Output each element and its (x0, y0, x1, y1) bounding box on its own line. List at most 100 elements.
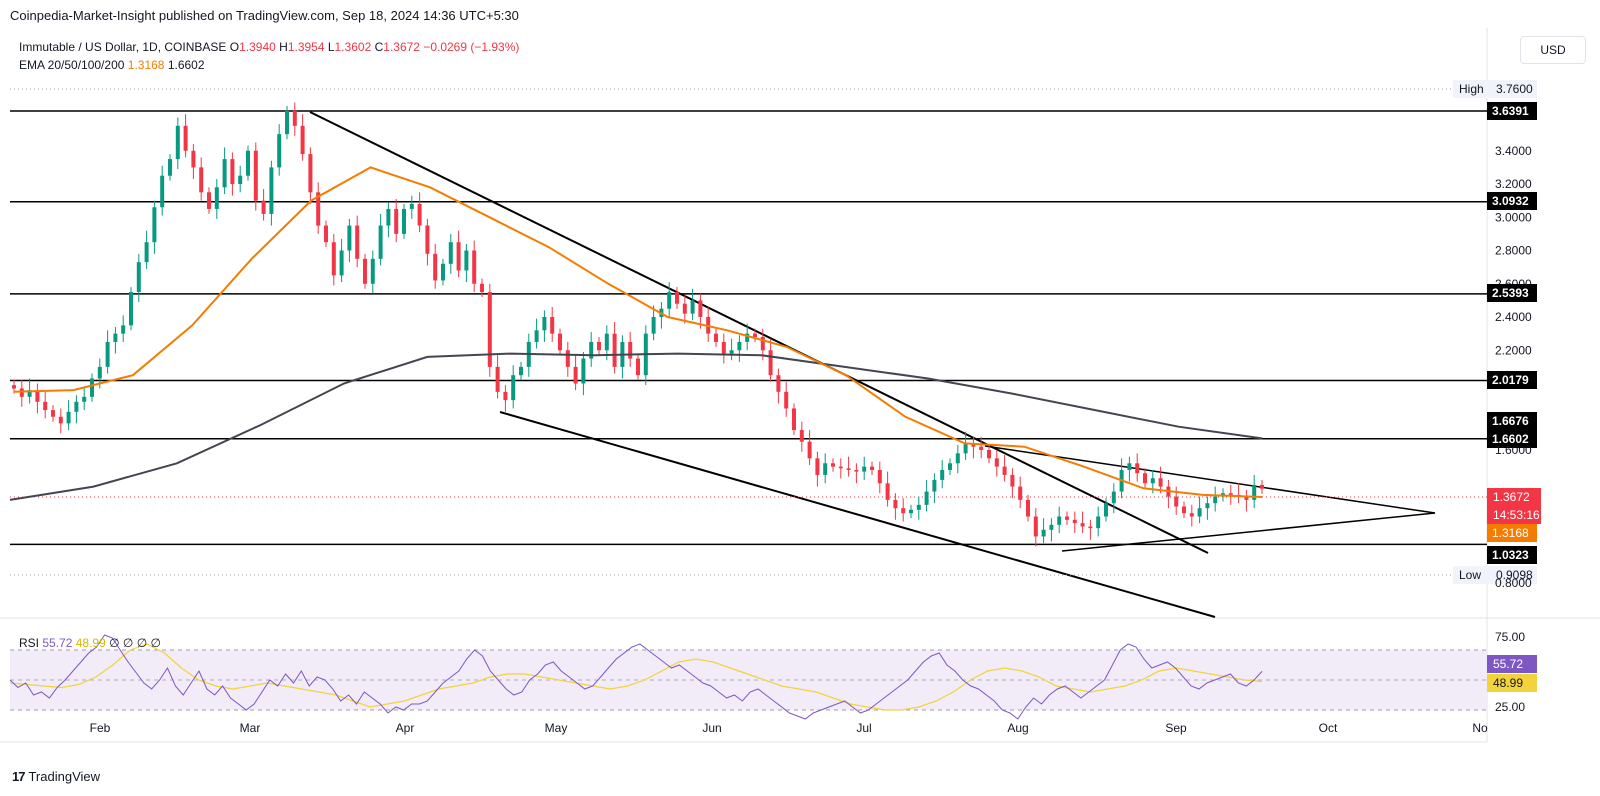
candle (1018, 476, 1023, 509)
candle (394, 198, 399, 243)
candle (940, 459, 945, 489)
candle-body (1018, 486, 1023, 500)
candle-body (246, 150, 250, 176)
candle (932, 473, 937, 504)
candle-body (901, 508, 906, 514)
candle (526, 333, 531, 377)
candle-body (815, 458, 820, 475)
candle-body (628, 341, 633, 359)
candle (1111, 483, 1116, 514)
price-label-11: 2.0179 (1487, 371, 1537, 389)
candle (815, 451, 820, 487)
candle (534, 318, 539, 349)
price-label-19: Low 0.9098 (1453, 566, 1537, 584)
candle (214, 179, 219, 219)
descending-trendline-lower[interactable] (499, 411, 1216, 618)
candle (417, 192, 422, 233)
candle-body (58, 416, 63, 424)
candle-body (760, 336, 765, 351)
candle-body (1150, 478, 1155, 484)
svg-text:2.2000: 2.2000 (1495, 343, 1532, 357)
candle-body (1104, 503, 1108, 517)
candle (261, 188, 266, 221)
svg-text:2.4000: 2.4000 (1495, 310, 1532, 324)
candle (105, 330, 110, 374)
candle (472, 240, 477, 293)
candle-body (792, 408, 796, 431)
candle (487, 283, 492, 377)
currency-button[interactable]: USD (1520, 36, 1586, 64)
candle (1260, 479, 1264, 494)
triangle-upper-line[interactable] (984, 445, 1436, 514)
candle-body (324, 225, 328, 243)
candle-body (799, 430, 804, 442)
candle-body (339, 250, 344, 276)
candle (160, 165, 165, 216)
candle-body (534, 330, 539, 342)
candle-body (1041, 529, 1046, 537)
candle (448, 233, 453, 274)
candle (1119, 458, 1124, 499)
svg-text:3.2000: 3.2000 (1495, 177, 1532, 191)
candle-body (994, 458, 999, 467)
candle (838, 458, 843, 479)
candle (831, 458, 835, 472)
svg-text:1.6602: 1.6602 (1492, 432, 1529, 446)
rsi-extra-3: ∅ (136, 636, 148, 650)
time-tick-feb: Feb (90, 721, 111, 735)
candle (620, 335, 625, 379)
candle-body (129, 292, 133, 326)
candle-body (402, 208, 406, 234)
candle-body (1080, 523, 1085, 527)
descending-trendline-upper[interactable] (309, 111, 1209, 554)
ema-label[interactable]: EMA 20/50/100/200 (19, 58, 125, 72)
candle (737, 335, 742, 362)
candle (152, 200, 157, 254)
candle (136, 253, 141, 303)
candle-body (1049, 524, 1054, 530)
svg-text:Low: Low (1459, 568, 1481, 582)
candle-body (573, 366, 578, 384)
candle-body (823, 463, 828, 475)
candle (1135, 453, 1140, 482)
candle (784, 381, 789, 417)
candle-body (636, 358, 640, 376)
candle (183, 114, 188, 158)
price-label-17: 1.3168 (1487, 524, 1537, 542)
candle (979, 436, 984, 459)
candle (495, 355, 500, 399)
brand-name: TradingView (28, 769, 101, 784)
svg-text:1.3672: 1.3672 (1493, 490, 1530, 504)
price-label-4: 3.0932 (1487, 192, 1537, 210)
candle-body (987, 450, 991, 459)
candle (924, 479, 929, 512)
symbol-name[interactable]: Immutable / US Dollar, 1D, COINBASE (19, 40, 227, 54)
candle (862, 456, 867, 480)
open-value: 1.3940 (239, 40, 276, 54)
brand[interactable]: 17 TradingView (12, 769, 100, 784)
candle (792, 403, 796, 436)
candle (1236, 483, 1241, 504)
time-tick-apr: Apr (396, 721, 415, 735)
candle-body (253, 150, 258, 201)
svg-text:2.0179: 2.0179 (1492, 373, 1529, 387)
rsi-label[interactable]: RSI (19, 636, 40, 650)
triangle-lower-line[interactable] (1061, 512, 1436, 552)
candle (745, 323, 750, 351)
candle-body (753, 333, 757, 337)
candle-body (448, 242, 453, 264)
candle (612, 321, 617, 374)
svg-text:2.8000: 2.8000 (1495, 244, 1532, 258)
price-label-3: 3.2000 (1495, 177, 1532, 191)
candle-body (682, 303, 687, 314)
close-value: 1.3672 (383, 40, 420, 54)
candle (1158, 466, 1163, 494)
candle-body (1174, 496, 1179, 507)
rsi-tick-25.00: 25.00 (1495, 700, 1525, 714)
candle (277, 124, 282, 176)
candle (144, 230, 149, 269)
candle (253, 142, 258, 211)
price-label-13: 1.6602 (1487, 430, 1537, 448)
candle (175, 117, 180, 170)
